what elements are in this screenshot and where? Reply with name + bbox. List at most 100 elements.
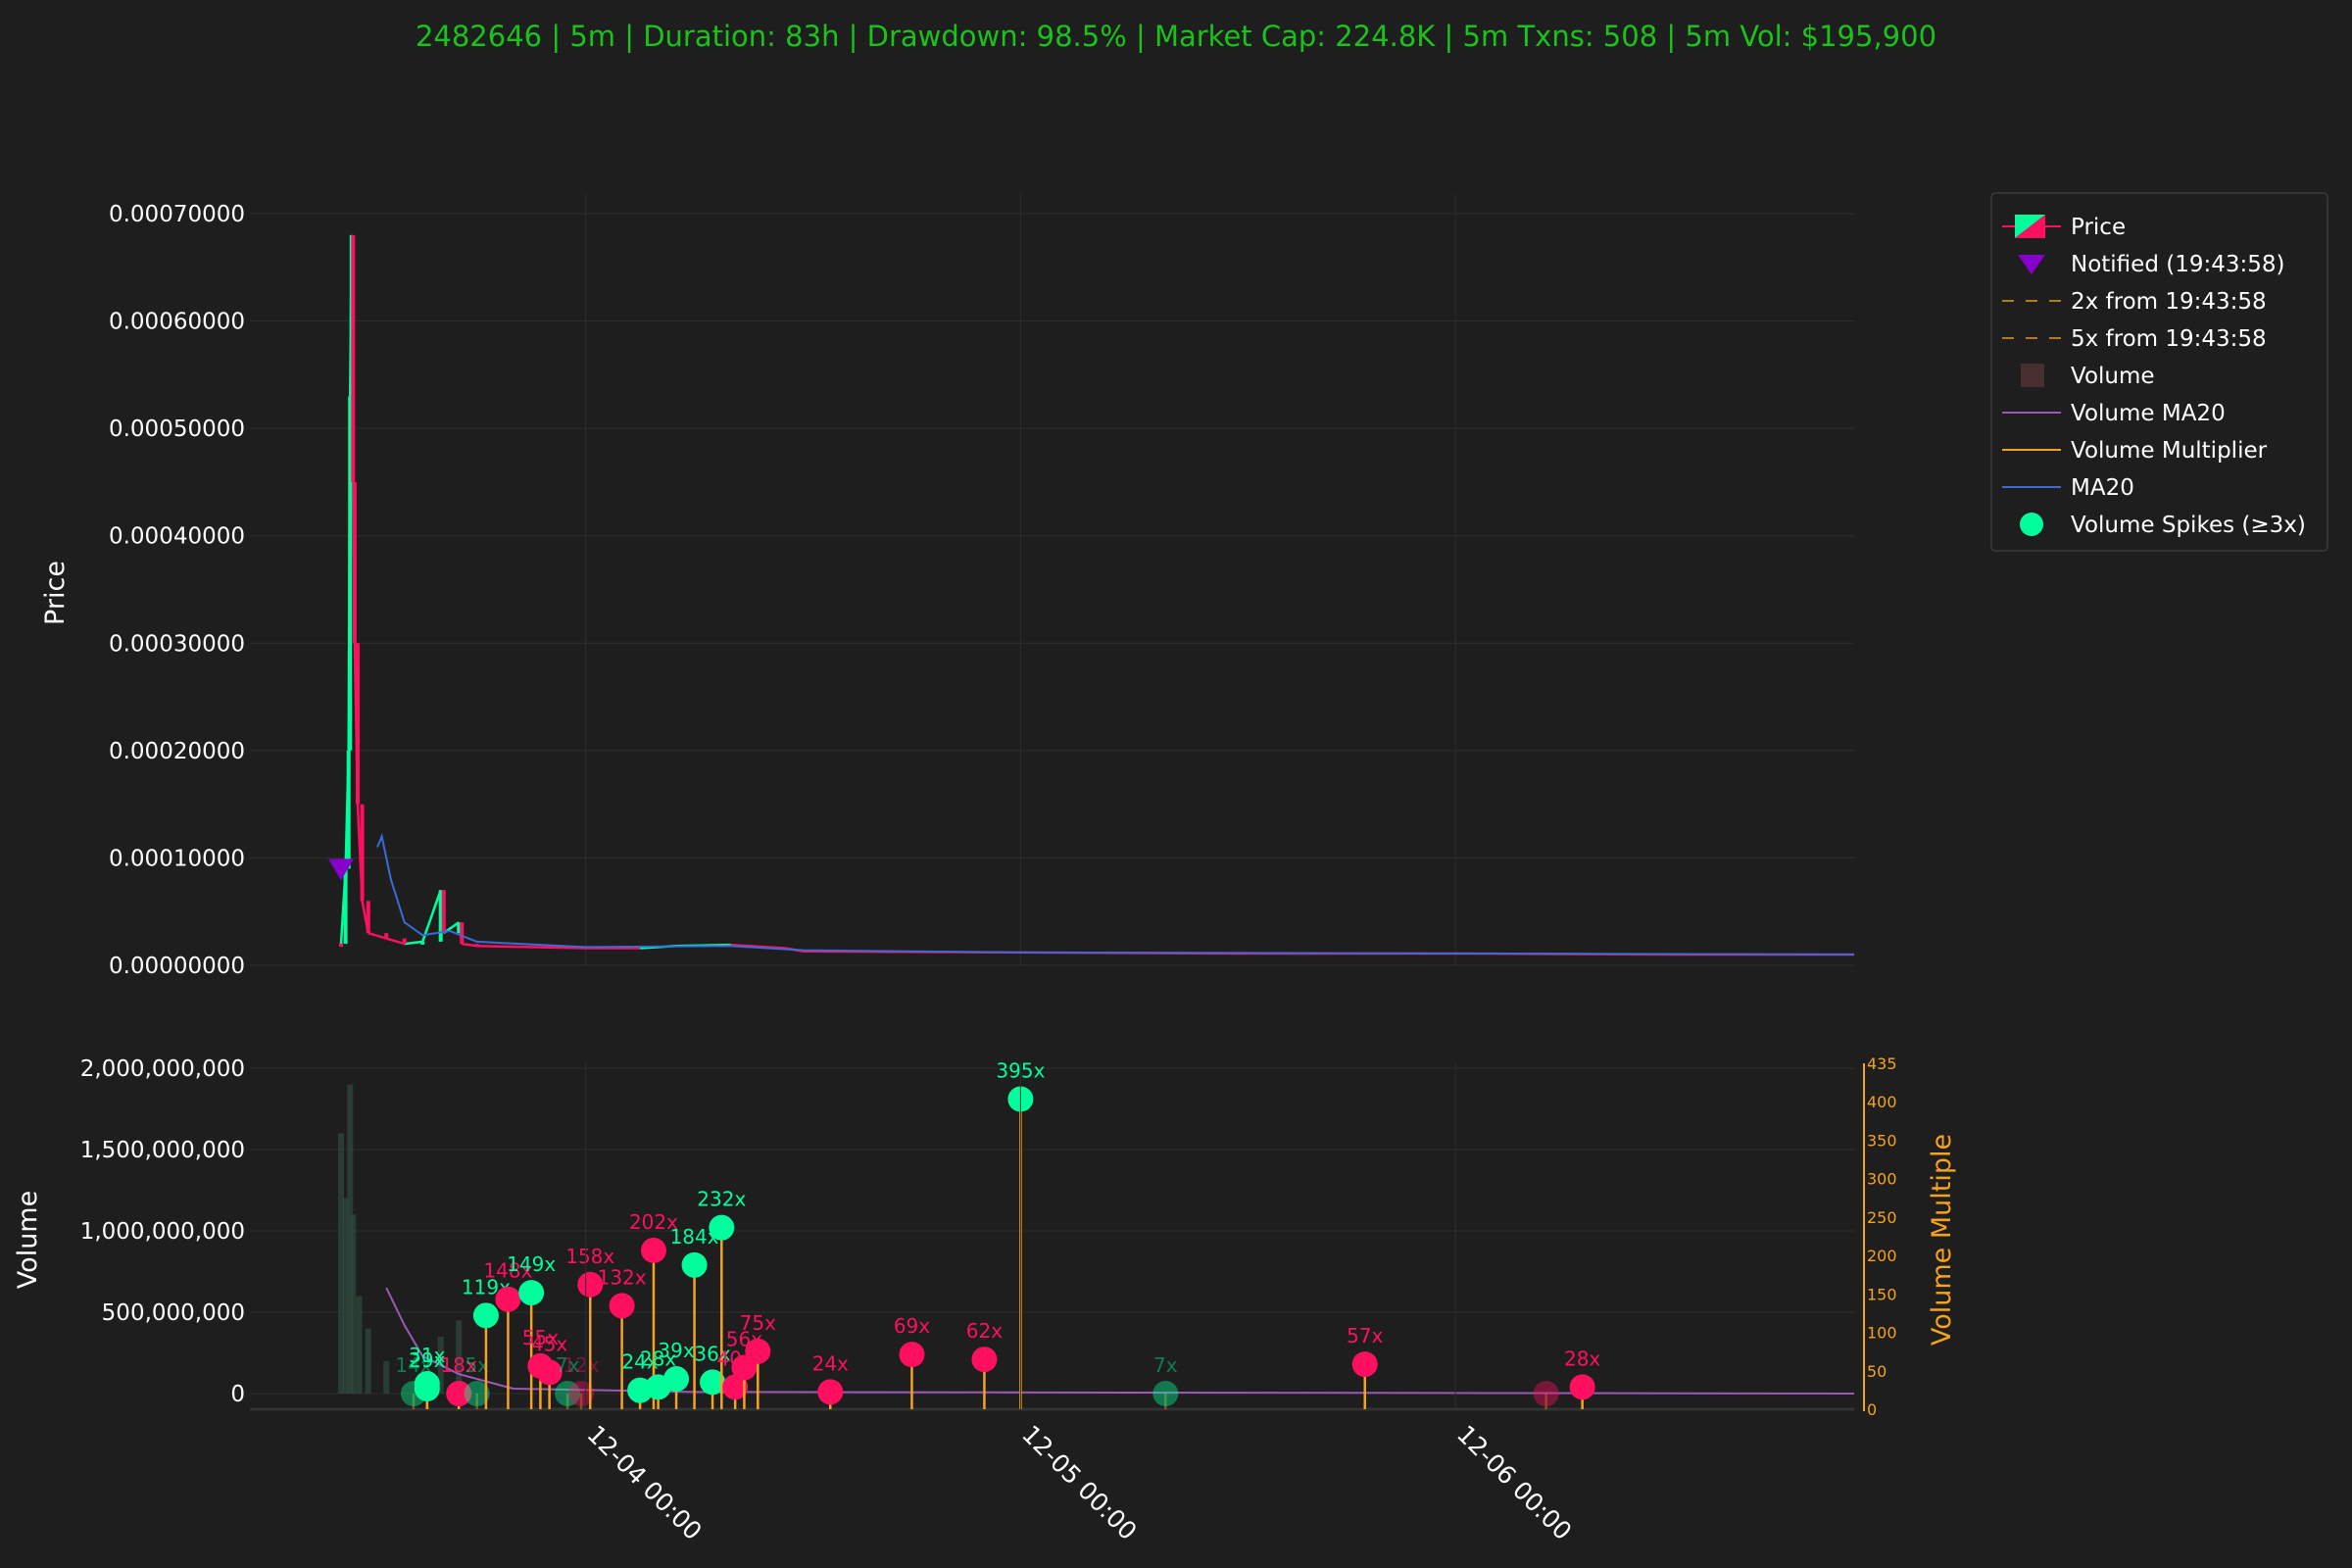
volume-multiple-tick-label: 400 — [1867, 1093, 1897, 1111]
ma20-line — [376, 833, 1855, 956]
volume-spike-marker — [568, 1381, 595, 1406]
volume-tick-label: 1,000,000,000 — [80, 1219, 245, 1245]
legend-item: Volume — [2021, 364, 2155, 389]
volume-spike-label: 28x — [1564, 1347, 1600, 1370]
price-candle — [457, 922, 462, 934]
price-candle — [360, 804, 365, 902]
legend-item: Notified (19:43:58) — [2018, 252, 2284, 277]
price-candle — [474, 944, 479, 948]
price-tick-label: 0.00010000 — [109, 846, 245, 871]
price-candle — [339, 944, 343, 948]
price-axis-label: Price — [40, 561, 71, 625]
legend-dot-icon — [2020, 513, 2043, 536]
volume-spike-label: 7x — [556, 1353, 580, 1377]
volume-spike-label: 31x — [409, 1344, 445, 1367]
price-tick-label: 0.00030000 — [109, 631, 245, 657]
volume-spike-marker — [472, 1302, 499, 1329]
volume-spike-marker — [536, 1359, 563, 1386]
volume-spike-marker — [464, 1381, 490, 1406]
volume-spike-label: 158x — [565, 1245, 614, 1268]
volume-spike-label: 45x — [531, 1332, 567, 1355]
price-panel: 0.00000000 0.00010000 0.00020000 0.00030000… — [40, 194, 1855, 979]
volume-tick-label: 0 — [230, 1382, 245, 1407]
price-candle — [346, 750, 351, 869]
x-tick-label: 12-04 00:00 — [581, 1420, 707, 1545]
volume-spike-marker — [681, 1251, 708, 1278]
price-line-segment — [730, 943, 786, 950]
price-candle — [351, 234, 356, 482]
price-line-segment — [385, 937, 406, 946]
price-tick-label: 0.00070000 — [109, 202, 245, 227]
volume-multiple-tick-label: 350 — [1867, 1131, 1897, 1150]
legend-item: Volume Multiplier — [2002, 438, 2268, 464]
volume-bar — [456, 1320, 463, 1394]
volume-spike-label: 24x — [812, 1351, 849, 1375]
price-candle — [402, 938, 407, 945]
price-candle — [420, 941, 425, 945]
legend-label: Price — [2071, 215, 2126, 240]
price-candle — [438, 890, 443, 942]
volume-spike-label: 57x — [1347, 1324, 1383, 1348]
legend-label: Volume MA20 — [2071, 401, 2226, 426]
volume-spike-marker — [1569, 1374, 1595, 1400]
volume-spike-marker — [495, 1286, 521, 1312]
volume-spike-marker — [722, 1374, 749, 1400]
price-line-segment — [404, 940, 423, 946]
volume-spike-marker — [700, 1369, 726, 1396]
legend-item: 5x from 19:43:58 — [2002, 326, 2267, 352]
legend-item: Price — [2002, 215, 2126, 240]
legend-item: 2x from 19:43:58 — [2002, 289, 2267, 315]
price-tick-label: 0.00020000 — [109, 739, 245, 764]
legend-label: Volume — [2071, 364, 2155, 389]
volume-spike-label: 24x — [621, 1350, 658, 1374]
volume-spike-label: 202x — [629, 1210, 678, 1234]
legend-volume-icon — [2021, 364, 2044, 387]
volume-bar — [350, 1214, 357, 1394]
volume-spike-marker — [745, 1338, 771, 1364]
legend: Price Notified (19:43:58) 2x from 19:43:58… — [1990, 192, 2328, 552]
volume-bar — [338, 1133, 344, 1394]
price-line-segment — [531, 946, 586, 950]
volume-spike-marker — [663, 1366, 690, 1393]
volume-spike-label: 29x — [409, 1348, 445, 1372]
price-tick-label: 0.00060000 — [109, 310, 245, 335]
legend-item: Volume MA20 — [2002, 401, 2226, 426]
volume-multiple-axis-label: Volume Multiple — [1927, 1134, 1957, 1346]
volume-spike-marker — [1152, 1381, 1179, 1406]
price-line-segment — [476, 945, 532, 949]
volume-spike-label: 55x — [522, 1326, 559, 1349]
volume-spike-marker — [446, 1381, 472, 1406]
volume-axis-label: Volume — [13, 1191, 43, 1289]
volume-spike-label: 132x — [598, 1265, 647, 1289]
volume-spike-marker — [414, 1376, 440, 1402]
volume-multiple-tick-label: 150 — [1867, 1285, 1897, 1303]
volume-spike-marker — [609, 1293, 635, 1319]
volume-spike-label: 69x — [894, 1314, 930, 1338]
price-candle — [460, 922, 465, 945]
legend-label: 5x from 19:43:58 — [2071, 326, 2267, 352]
volume-spike-marker — [555, 1381, 581, 1406]
legend-label: MA20 — [2071, 475, 2134, 501]
price-tick-label: 0.00000000 — [109, 954, 245, 979]
volume-multiple-tick-label: 200 — [1867, 1247, 1897, 1265]
volume-spike-label: 149x — [507, 1252, 556, 1276]
volume-multiple-tick-label: 50 — [1867, 1362, 1886, 1381]
volume-spike-marker — [971, 1347, 998, 1373]
price-candle — [343, 868, 348, 945]
price-line-segment — [421, 889, 442, 943]
volume-spike-marker — [1351, 1351, 1378, 1378]
volume-panel: 0 500,000,000 1,000,000,000 1,500,000,000 2,… — [13, 1054, 1957, 1545]
volume-spike-label: 28x — [640, 1347, 676, 1370]
volume-multiple-tick-label: 100 — [1867, 1324, 1897, 1343]
x-tick-label: 12-06 00:00 — [1451, 1420, 1577, 1545]
volume-spike-label: 148x — [483, 1259, 532, 1283]
volume-spike-label: 232x — [697, 1188, 746, 1211]
price-candle — [355, 643, 360, 805]
volume-spike-marker — [640, 1237, 666, 1263]
volume-bar — [347, 1084, 354, 1394]
x-tick-label: 12-05 00:00 — [1016, 1420, 1142, 1545]
volume-spike-marker — [577, 1271, 604, 1298]
legend-item: MA20 — [2002, 475, 2134, 501]
volume-spike-marker — [817, 1379, 844, 1405]
